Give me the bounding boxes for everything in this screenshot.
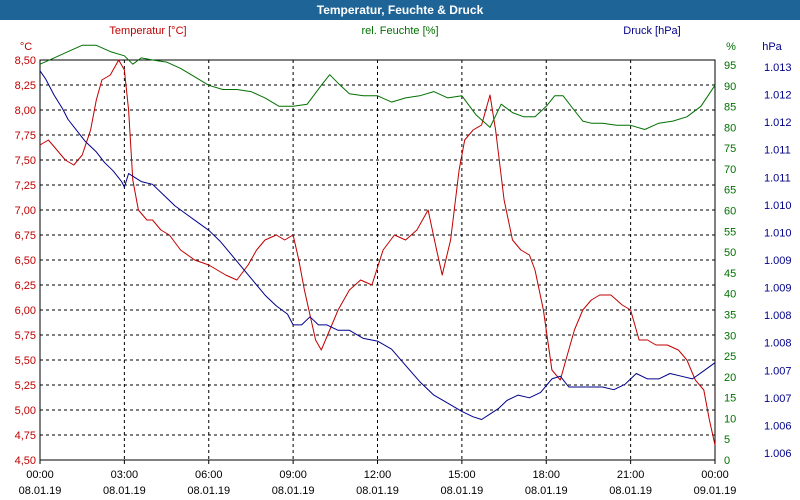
temperature-tick-label: 4,50 (15, 455, 36, 467)
humidity-tick-label: 10 (724, 413, 736, 425)
temperature-tick-label: 8,25 (15, 80, 36, 92)
humidity-tick-label: 15 (724, 393, 736, 405)
pressure-tick-label: 1.012 (764, 117, 792, 129)
humidity-tick-label: 5 (724, 434, 730, 446)
x-tick-time: 18:00 (532, 469, 560, 481)
x-tick-time: 06:00 (195, 469, 223, 481)
pressure-tick-label: 1.006 (764, 420, 792, 432)
humidity-tick-label: 45 (724, 268, 736, 280)
humidity-tick-label: 75 (724, 143, 736, 155)
humidity-tick-label: 0 (724, 455, 730, 467)
pressure-axis-title: Druck [hPa] (623, 25, 680, 37)
pressure-unit: hPa (762, 41, 782, 53)
temperature-tick-label: 8,50 (15, 55, 36, 67)
x-tick-date: 09.01.19 (694, 485, 737, 497)
humidity-tick-label: 80 (724, 122, 736, 134)
temperature-tick-label: 5,75 (15, 330, 36, 342)
pressure-tick-label: 1.010 (764, 227, 792, 239)
humidity-tick-label: 85 (724, 102, 736, 114)
x-tick-date: 08.01.19 (440, 485, 483, 497)
x-tick-time: 00:00 (701, 469, 729, 481)
x-tick-time: 21:00 (617, 469, 645, 481)
humidity-tick-label: 35 (724, 309, 736, 321)
temperature-tick-label: 4,75 (15, 430, 36, 442)
humidity-tick-label: 50 (724, 247, 736, 259)
pressure-line (39, 70, 716, 420)
temperature-tick-label: 7,00 (15, 205, 36, 217)
pressure-tick-label: 1.008 (764, 310, 792, 322)
humidity-tick-label: 95 (724, 60, 736, 72)
x-tick-date: 08.01.19 (525, 485, 568, 497)
temperature-tick-label: 6,50 (15, 255, 36, 267)
x-tick-date: 08.01.19 (19, 485, 62, 497)
x-tick-time: 12:00 (364, 469, 392, 481)
temperature-line (39, 59, 716, 446)
temperature-tick-label: 5,25 (15, 380, 36, 392)
temperature-axis-title: Temperatur [°C] (109, 25, 186, 37)
temperature-tick-label: 7,25 (15, 180, 36, 192)
temperature-tick-label: 6,75 (15, 230, 36, 242)
temperature-tick-label: 7,75 (15, 130, 36, 142)
humidity-tick-label: 65 (724, 185, 736, 197)
humidity-tick-label: 60 (724, 206, 736, 218)
humidity-tick-label: 30 (724, 330, 736, 342)
pressure-tick-label: 1.007 (764, 365, 792, 377)
x-tick-time: 03:00 (111, 469, 139, 481)
pressure-tick-label: 1.007 (764, 393, 792, 405)
x-tick-time: 15:00 (448, 469, 476, 481)
temperature-tick-label: 6,25 (15, 280, 36, 292)
temperature-tick-label: 5,00 (15, 405, 36, 417)
pressure-tick-label: 1.013 (764, 62, 792, 74)
humidity-tick-label: 25 (724, 351, 736, 363)
humidity-tick-label: 90 (724, 81, 736, 93)
humidity-axis-title: rel. Feuchte [%] (361, 25, 438, 37)
x-tick-time: 00:00 (26, 469, 54, 481)
temperature-tick-label: 8,00 (15, 105, 36, 117)
humidity-tick-label: 70 (724, 164, 736, 176)
humidity-tick-label: 40 (724, 289, 736, 301)
pressure-tick-label: 1.011 (764, 145, 791, 157)
grid-lines (39, 60, 716, 464)
series-group (39, 44, 716, 446)
pressure-tick-label: 1.011 (764, 172, 791, 184)
x-tick-date: 08.01.19 (609, 485, 652, 497)
pressure-tick-label: 1.012 (764, 90, 792, 102)
pressure-tick-label: 1.010 (764, 200, 792, 212)
temperature-tick-label: 6,00 (15, 305, 36, 317)
humidity-unit: % (726, 41, 736, 53)
pressure-tick-label: 1.008 (764, 338, 792, 350)
humidity-tick-label: 55 (724, 226, 736, 238)
x-tick-date: 08.01.19 (356, 485, 399, 497)
x-tick-time: 09:00 (279, 469, 307, 481)
x-tick-date: 08.01.19 (187, 485, 230, 497)
pressure-tick-label: 1.006 (764, 448, 792, 460)
temperature-tick-label: 5,50 (15, 355, 36, 367)
humidity-line (39, 44, 716, 130)
pressure-tick-label: 1.009 (764, 255, 792, 267)
x-tick-date: 08.01.19 (103, 485, 146, 497)
x-tick-date: 08.01.19 (272, 485, 315, 497)
humidity-tick-label: 20 (724, 372, 736, 384)
temperature-unit: °C (20, 41, 32, 53)
pressure-tick-label: 1.009 (764, 283, 792, 295)
axis-labels: 8,50 8,25 8,00 7,75 7,50 7,25 7,00 6,75 6,50 6,25… (15, 55, 792, 497)
chart-title: Temperatur, Feuchte & Druck (0, 0, 800, 20)
temperature-tick-label: 7,50 (15, 155, 36, 167)
